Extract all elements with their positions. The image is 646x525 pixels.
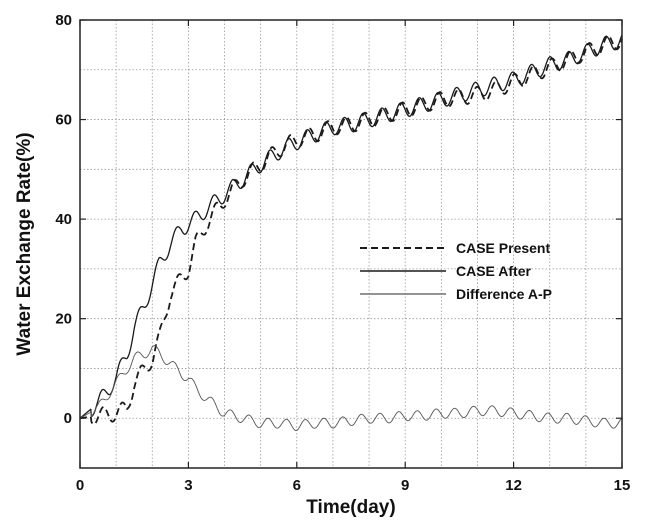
x-tick-label: 12 — [505, 477, 522, 494]
x-tick-label: 3 — [184, 477, 192, 494]
x-axis-title: Time(day) — [306, 497, 395, 518]
series-line-case-present — [79, 34, 623, 426]
series-line-case-after — [79, 34, 623, 419]
x-tick-label: 15 — [614, 477, 631, 494]
tick-labels: 0 3 6 9 12 15 0 20 40 60 80 — [55, 12, 630, 494]
grid — [80, 20, 622, 468]
x-tick-label: 9 — [401, 477, 409, 494]
y-tick-label: 40 — [55, 211, 72, 228]
ticks — [79, 19, 623, 468]
series-line-difference-a-p — [79, 345, 623, 432]
y-axis-title: Water Exchange Rate(%) — [14, 132, 35, 355]
series-layer — [79, 34, 623, 432]
legend-label: CASE After — [456, 263, 531, 279]
x-tick-label: 0 — [76, 477, 84, 494]
y-tick-label: 20 — [55, 311, 72, 328]
y-tick-label: 60 — [55, 112, 72, 129]
y-tick-label: 80 — [55, 12, 72, 29]
legend-label: CASE Present — [456, 240, 550, 256]
x-tick-label: 6 — [293, 477, 301, 494]
legend: CASE Present CASE After Difference A-P — [360, 240, 552, 302]
plot-frame — [79, 19, 623, 469]
y-tick-label: 0 — [64, 410, 72, 427]
legend-label: Difference A-P — [456, 286, 552, 302]
